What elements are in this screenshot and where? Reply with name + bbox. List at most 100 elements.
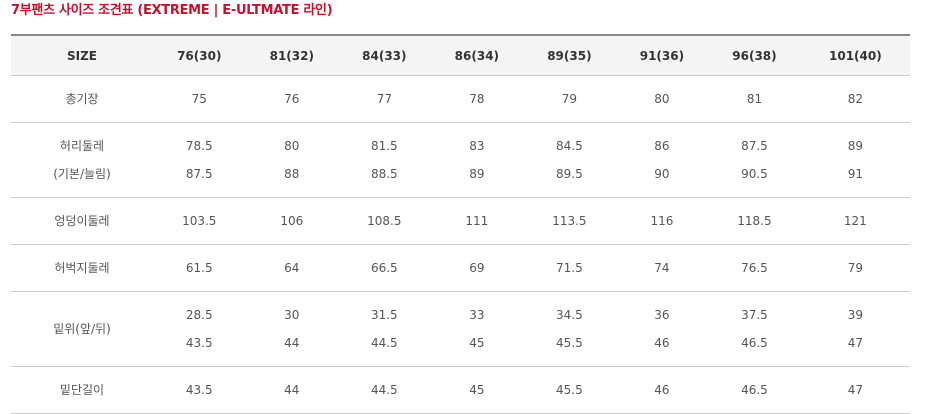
measurement-cell: 76.5 <box>708 244 801 292</box>
table-row: 허리둘레 (기본/늘림) 78.5 87.5 80 88 81.5 88.5 83 89 84.5 8… <box>11 122 910 198</box>
cell-text: (기본/늘림) <box>53 167 111 181</box>
measurement-cell: 116 <box>615 197 709 245</box>
cell-text: 81 <box>746 92 763 106</box>
cell-text: 79 <box>847 261 863 275</box>
size-column-header: 84(33) <box>338 34 431 76</box>
cell-text: 90.5 <box>741 167 768 181</box>
cell-text: 43.5 <box>185 383 213 397</box>
cell-text: 44 <box>284 383 300 397</box>
cell-text: 46.5 <box>741 383 768 397</box>
size-column-header: 81(32) <box>245 34 339 76</box>
measurement-cell: 36 46 <box>615 291 709 367</box>
cell-text: 64 <box>284 261 300 275</box>
cell-text: 밑위(앞/뒤) <box>53 322 111 336</box>
cell-text: 78.5 <box>185 139 213 153</box>
cell-text: 61.5 <box>185 261 213 275</box>
measurement-cell: 86 90 <box>615 122 709 198</box>
measurement-cell: 28.5 43.5 <box>153 291 246 367</box>
measurement-cell: 89 91 <box>800 122 910 198</box>
cell-text: 75 <box>191 92 207 106</box>
cell-text: 82 <box>847 92 863 106</box>
size-chart-title: 7부팬츠 사이즈 조견표 (EXTREME | E-ULTMATE 라인) <box>11 3 333 18</box>
cell-text: 46 <box>654 383 670 397</box>
measurement-label: 엉덩이둘레 <box>11 197 153 245</box>
cell-text: 80 <box>284 139 300 153</box>
measurement-cell: 64 <box>245 244 339 292</box>
cell-text: 46 <box>654 336 670 350</box>
cell-text: 66.5 <box>370 261 398 275</box>
size-label-header: SIZE <box>11 34 153 76</box>
measurement-cell: 84.5 89.5 <box>523 122 616 198</box>
measurement-cell: 80 88 <box>245 122 339 198</box>
cell-text: 허벅지둘레 <box>54 261 110 275</box>
cell-text: 87.5 <box>741 139 768 153</box>
measurement-cell: 46.5 <box>708 366 801 414</box>
cell-text: 86 <box>654 139 670 153</box>
size-table: SIZE 76(30) 81(32) 84(33) 86(34) 89(35) 91(36)… <box>11 34 910 414</box>
size-column-header: 89(35) <box>523 34 616 76</box>
cell-text: 47 <box>847 383 863 397</box>
measurement-cell: 66.5 <box>338 244 431 292</box>
cell-text: 47 <box>847 336 863 350</box>
cell-text: 89 <box>469 167 485 181</box>
cell-text: 111 <box>465 214 489 228</box>
measurement-cell: 103.5 <box>153 197 246 245</box>
measurement-cell: 45 <box>430 366 524 414</box>
cell-text: 77 <box>376 92 392 106</box>
size-column-header: 96(38) <box>708 34 801 76</box>
cell-text: 78 <box>469 92 485 106</box>
measurement-cell: 118.5 <box>708 197 801 245</box>
cell-text: 44 <box>284 336 300 350</box>
measurement-label: 허벅지둘레 <box>11 244 153 292</box>
measurement-cell: 44 <box>245 366 339 414</box>
measurement-cell: 121 <box>800 197 910 245</box>
cell-text: 83 <box>469 139 485 153</box>
measurement-cell: 34.5 45.5 <box>523 291 616 367</box>
cell-text: 79 <box>561 92 578 106</box>
cell-text: 116 <box>650 214 674 228</box>
measurement-cell: 46 <box>615 366 709 414</box>
measurement-cell: 113.5 <box>523 197 616 245</box>
cell-text: 45.5 <box>556 336 583 350</box>
cell-text: 밑단길이 <box>59 383 105 397</box>
cell-text: 89 <box>847 139 863 153</box>
cell-text: 106 <box>280 214 304 228</box>
cell-text: 69 <box>469 261 485 275</box>
cell-text: 37.5 <box>741 308 768 322</box>
cell-text: 121 <box>843 214 867 228</box>
measurement-cell: 75 <box>153 75 246 123</box>
measurement-cell: 30 44 <box>245 291 339 367</box>
cell-text: 허리둘레 <box>59 139 105 153</box>
measurement-cell: 74 <box>615 244 709 292</box>
measurement-cell: 79 <box>523 75 616 123</box>
measurement-cell: 45.5 <box>523 366 616 414</box>
measurement-cell: 31.5 44.5 <box>338 291 431 367</box>
measurement-cell: 80 <box>615 75 709 123</box>
table-row: 총기장 75 76 77 78 79 80 81 82 <box>11 75 910 123</box>
cell-text: 33 <box>469 308 485 322</box>
measurement-cell: 82 <box>800 75 910 123</box>
cell-text: 46.5 <box>741 336 768 350</box>
measurement-cell: 106 <box>245 197 339 245</box>
measurement-cell: 71.5 <box>523 244 616 292</box>
measurement-cell: 78 <box>430 75 524 123</box>
cell-text: 43.5 <box>185 336 213 350</box>
measurement-cell: 111 <box>430 197 524 245</box>
measurement-cell: 83 89 <box>430 122 524 198</box>
cell-text: 76 <box>284 92 300 106</box>
table-row: 밑위(앞/뒤) 28.5 43.5 30 44 31.5 44.5 33 45 34.5 45.5 3… <box>11 291 910 367</box>
measurement-label: 밑단길이 <box>11 366 153 414</box>
cell-text: 39 <box>847 308 863 322</box>
measurement-cell: 33 45 <box>430 291 524 367</box>
measurement-cell: 77 <box>338 75 431 123</box>
cell-text: 31.5 <box>370 308 398 322</box>
cell-text: 44.5 <box>370 336 398 350</box>
measurement-cell: 81.5 88.5 <box>338 122 431 198</box>
cell-text: 88.5 <box>370 167 398 181</box>
cell-text: 108.5 <box>367 214 402 228</box>
table-row: 허벅지둘레 61.5 64 66.5 69 71.5 74 76.5 79 <box>11 244 910 292</box>
measurement-label: 허리둘레 (기본/늘림) <box>11 122 153 198</box>
cell-text: 87.5 <box>185 167 213 181</box>
cell-text: 81.5 <box>370 139 398 153</box>
cell-text: 30 <box>284 308 300 322</box>
